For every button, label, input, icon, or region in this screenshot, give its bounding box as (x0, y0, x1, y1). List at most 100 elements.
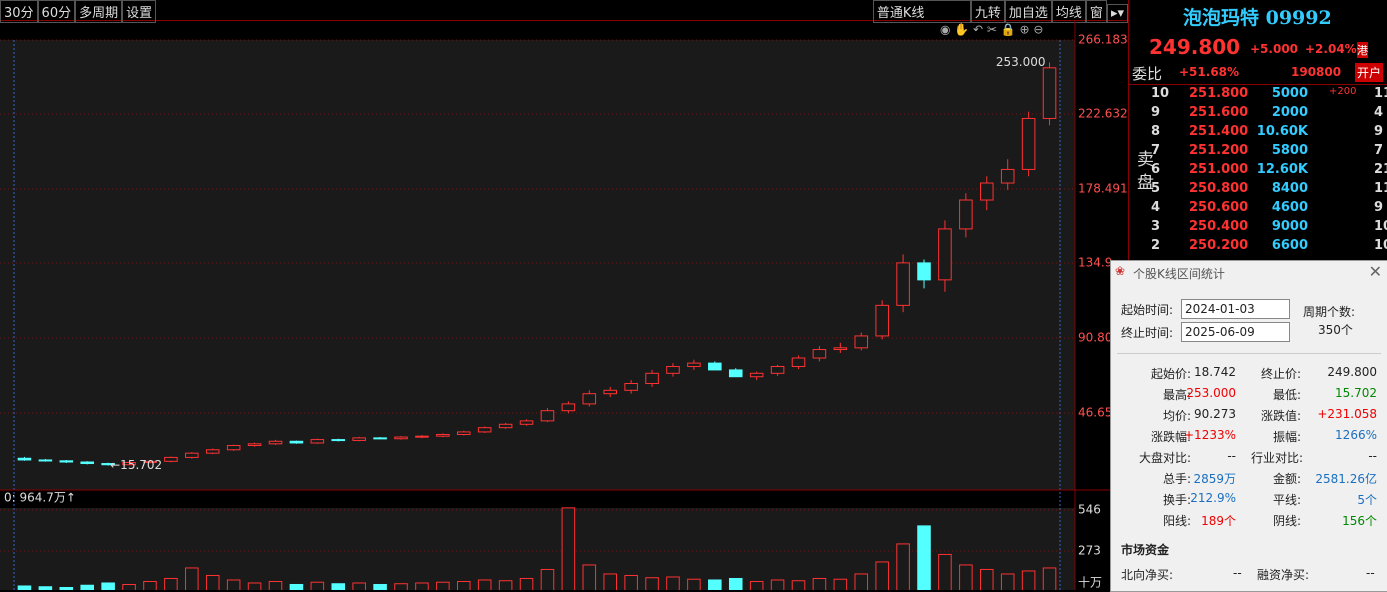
open-account[interactable]: 开户 (1355, 63, 1384, 82)
volume-bar (854, 573, 869, 590)
close[interactable]: ✕ (1368, 262, 1382, 281)
volume-bar (394, 583, 408, 590)
tab[interactable]: 多周期 (75, 0, 123, 23)
volume-bar (728, 577, 743, 590)
button[interactable]: ▸▾ (1106, 4, 1128, 23)
label: 最高: (1162, 388, 1191, 402)
candle-body (645, 372, 659, 385)
label: 起始时间: (1121, 303, 1174, 317)
value: 2859万 (1193, 472, 1236, 486)
label: 涨跌幅: (1150, 430, 1191, 444)
value: +231.058 (1317, 407, 1377, 421)
ask-price: 251.600 (1189, 105, 1249, 120)
candle-body (519, 420, 534, 425)
ratio-label: 委比 (1132, 65, 1163, 83)
pct: +2.04% (1305, 42, 1357, 56)
ratio: +51.68% (1179, 65, 1240, 79)
kline-type[interactable]: 普通K线 (872, 0, 971, 23)
volume-bar (17, 585, 32, 590)
ask-count: 11 (1374, 86, 1387, 101)
button[interactable]: 均线 (1051, 0, 1086, 23)
volume-bar (770, 579, 785, 590)
candle-body (415, 435, 429, 438)
chart: 0: 964.7万↑ 十万 ◉ ✋ ↶ ✂ 🔒 ⊕ ⊖ 266.183 222.6… (0, 20, 1128, 590)
ask-row: 6 251.000 12.60K 21 (1129, 162, 1387, 181)
ask-price: 250.600 (1189, 200, 1249, 215)
value: -- (1233, 566, 1242, 580)
candle-body (226, 445, 241, 451)
value: -- (1366, 566, 1375, 580)
level: 5 (1151, 181, 1161, 196)
volume-bar (373, 583, 387, 590)
ask-price: 251.000 (1189, 162, 1249, 177)
ask-count: 7 (1374, 143, 1384, 158)
volume-bar (205, 574, 220, 590)
candle-body (791, 357, 806, 368)
volume-bar (289, 583, 304, 590)
level: 9 (1151, 105, 1161, 120)
volume-bar (331, 583, 346, 590)
button[interactable]: 窗 (1085, 0, 1107, 23)
value: 189个 (1201, 514, 1236, 528)
ask-volume: 10.60K (1256, 124, 1308, 139)
date-select[interactable]: 2024-01-03 (1181, 299, 1290, 319)
value: 253.000 (1186, 386, 1236, 400)
candle-body (770, 366, 785, 374)
tab[interactable]: 60分 (37, 0, 76, 23)
ask-volume: 9000 (1271, 219, 1308, 234)
volume-bar (247, 582, 262, 590)
level: 4 (1151, 200, 1161, 215)
tab[interactable]: 30分 (0, 0, 38, 23)
label: 涨跌值: (1260, 409, 1301, 423)
volume-bar (310, 581, 325, 590)
level: 3 (1151, 219, 1161, 234)
level: 10 (1151, 86, 1170, 101)
candle-body (80, 461, 94, 465)
label: 平线: (1272, 493, 1301, 507)
volume-bar (498, 580, 513, 590)
label: 行业对比: (1251, 451, 1304, 465)
ask-price: 250.400 (1189, 219, 1249, 234)
dialog: 个股K线区间统计 ❀ ✕ 起始时间: 2024-01-03 终止时间: 2025… (1110, 260, 1387, 592)
ratio-vol: 190800 (1291, 65, 1342, 79)
chart-tools[interactable]: ◉ ✋ ↶ ✂ 🔒 ⊕ ⊖ (940, 23, 1043, 37)
candle-body (373, 437, 387, 440)
candle-body (582, 393, 597, 405)
section-title: 市场资金 (1121, 543, 1170, 557)
candle-body (247, 443, 262, 447)
volume-bar (122, 583, 136, 590)
tab[interactable]: 设置 (122, 0, 157, 23)
candle-body (477, 427, 492, 433)
ask-row: 10 251.800 5000 +200 11 (1129, 86, 1387, 105)
ask-volume: 5800 (1271, 143, 1308, 158)
date-select[interactable]: 2025-06-09 (1181, 322, 1290, 342)
ask-volume: 8400 (1271, 181, 1308, 196)
volume-bar (812, 577, 827, 590)
value: 249.800 (1327, 365, 1377, 379)
ask-price: 250.200 (1189, 238, 1249, 253)
ask-volume: 12.60K (1256, 162, 1308, 177)
ask-row: 7 251.200 5800 7 (1129, 143, 1387, 162)
button[interactable]: 九转 (970, 0, 1005, 23)
button[interactable]: 加自选 (1004, 0, 1052, 23)
label: 起始价: (1150, 367, 1191, 381)
label: 均价: (1162, 409, 1191, 423)
label: 北向净买: (1121, 568, 1174, 582)
volume-bar (540, 568, 555, 590)
ask-row: 2 250.200 6600 10 (1129, 238, 1387, 257)
candle-body (540, 410, 555, 422)
candle-body (59, 460, 74, 463)
candle-body (561, 403, 576, 412)
volume-bar (791, 580, 806, 590)
candle-body (666, 366, 680, 374)
dialog-title: 个股K线区间统计 (1133, 267, 1225, 281)
label: 周期个数: (1303, 305, 1356, 319)
candle-body (436, 433, 450, 437)
candle-body (728, 369, 743, 378)
candle-body (394, 436, 408, 440)
value: 5个 (1357, 493, 1377, 507)
value: 1266% (1335, 428, 1377, 442)
ask-row: 8 251.400 10.60K 9 (1129, 124, 1387, 143)
level: 2 (1151, 238, 1161, 253)
candle-body (854, 335, 869, 349)
